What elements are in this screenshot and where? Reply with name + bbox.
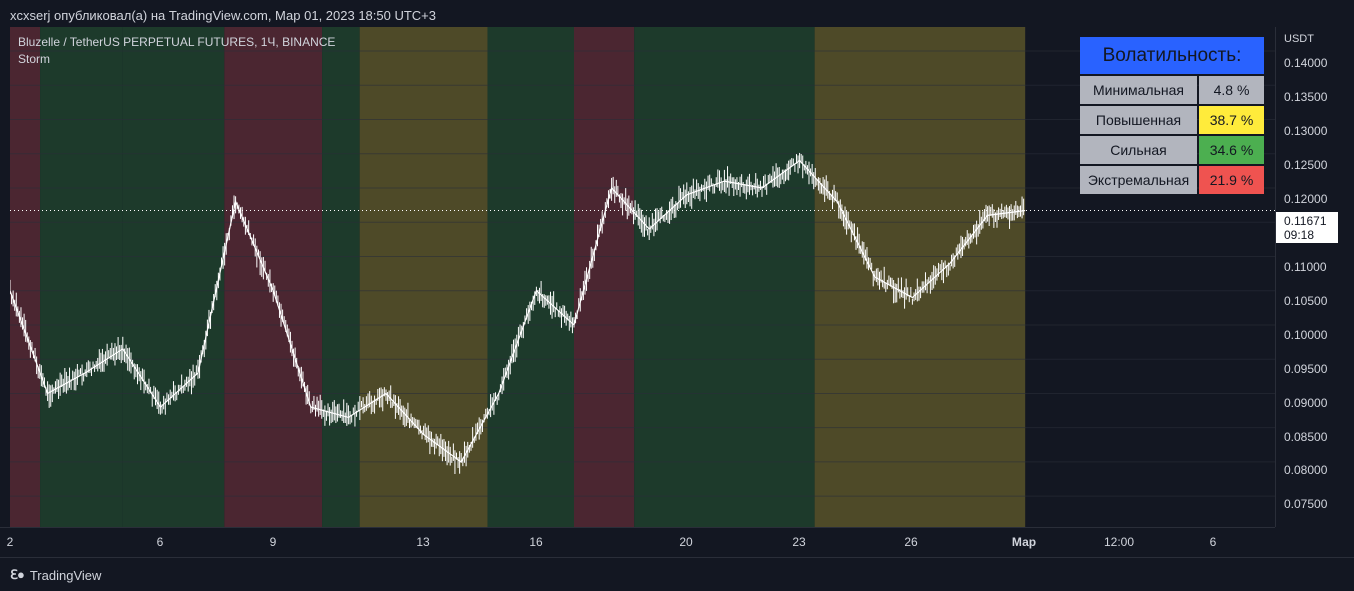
time-tick: 26 [904, 535, 918, 549]
volatility-label: Повышенная [1080, 106, 1197, 134]
price-tick: 0.14000 [1284, 56, 1328, 70]
volatility-row-elevated: Повышенная 38.7 % [1080, 106, 1266, 134]
volatility-table: Волатильность: Минимальная 4.8 % Повышен… [1080, 37, 1266, 196]
price-tick: 0.08000 [1284, 463, 1328, 477]
volatility-label: Экстремальная [1080, 166, 1197, 194]
volatility-zone [487, 27, 574, 527]
volatility-zone [322, 27, 360, 527]
volatility-zone [122, 27, 225, 527]
price-tick: 0.11000 [1284, 260, 1327, 274]
volatility-zone [814, 27, 1026, 527]
time-tick: Мар [1011, 535, 1037, 549]
volatility-table-title: Волатильность: [1080, 37, 1264, 74]
time-tick: 9 [269, 535, 277, 549]
time-axis[interactable] [0, 527, 1275, 558]
volatility-zone [224, 27, 323, 527]
price-tick: 0.12000 [1284, 192, 1328, 206]
volatility-label: Минимальная [1080, 76, 1197, 104]
volatility-value: 21.9 % [1199, 166, 1264, 194]
time-tick: 16 [529, 535, 543, 549]
price-tick: 0.13500 [1284, 90, 1328, 104]
price-tick: 0.09500 [1284, 362, 1328, 376]
volatility-value: 38.7 % [1199, 106, 1264, 134]
time-tick: 23 [792, 535, 806, 549]
volatility-zone [359, 27, 488, 527]
footer-bar [0, 557, 1354, 591]
tradingview-brand: TradingView [29, 567, 102, 583]
publisher-text: xcxserj опубликовал(а) на TradingView.co… [10, 8, 437, 23]
volatility-value: 4.8 % [1199, 76, 1264, 104]
tradingview-logo-icon: ℇ● [10, 567, 25, 582]
price-series-line [10, 159, 1026, 463]
chart-plot-area[interactable] [10, 27, 1275, 527]
bar-countdown: 09:18 [1284, 228, 1315, 242]
volatility-zone [574, 27, 635, 527]
volatility-zone [634, 27, 815, 527]
volatility-row-minimal: Минимальная 4.8 % [1080, 76, 1266, 104]
time-tick: 20 [679, 535, 693, 549]
time-tick: 6 [156, 535, 164, 549]
volatility-row-strong: Сильная 34.6 % [1080, 136, 1266, 164]
volatility-row-extreme: Экстремальная 21.9 % [1080, 166, 1266, 194]
time-tick: 13 [416, 535, 430, 549]
time-tick: 2 [6, 535, 14, 549]
currency-label: USDT [1284, 33, 1314, 45]
current-price: 0.11671 [1284, 214, 1327, 228]
current-price-label: 0.11671 09:18 [1276, 212, 1338, 243]
price-axis[interactable] [1275, 27, 1354, 527]
volatility-label: Сильная [1080, 136, 1197, 164]
price-tick: 0.07500 [1284, 497, 1328, 511]
volatility-value: 34.6 % [1199, 136, 1264, 164]
time-tick: 6 [1209, 535, 1217, 549]
tradingview-logo[interactable]: ℇ● TradingView [10, 567, 101, 583]
price-chart[interactable] [10, 27, 1275, 527]
price-tick: 0.13000 [1284, 124, 1328, 138]
price-tick: 0.10500 [1284, 294, 1328, 308]
price-tick: 0.09000 [1284, 396, 1328, 410]
header-bar: xcxserj опубликовал(а) на TradingView.co… [0, 0, 1354, 30]
price-tick: 0.08500 [1284, 430, 1328, 444]
volatility-zone [40, 27, 123, 527]
time-tick: 12:00 [1103, 535, 1135, 549]
indicator-name[interactable]: Storm [18, 52, 51, 66]
price-tick: 0.10000 [1284, 328, 1328, 342]
price-tick: 0.12500 [1284, 158, 1328, 172]
volatility-zone [10, 27, 41, 527]
symbol-title[interactable]: Bluzelle / TetherUS PERPETUAL FUTURES, 1… [18, 35, 336, 49]
